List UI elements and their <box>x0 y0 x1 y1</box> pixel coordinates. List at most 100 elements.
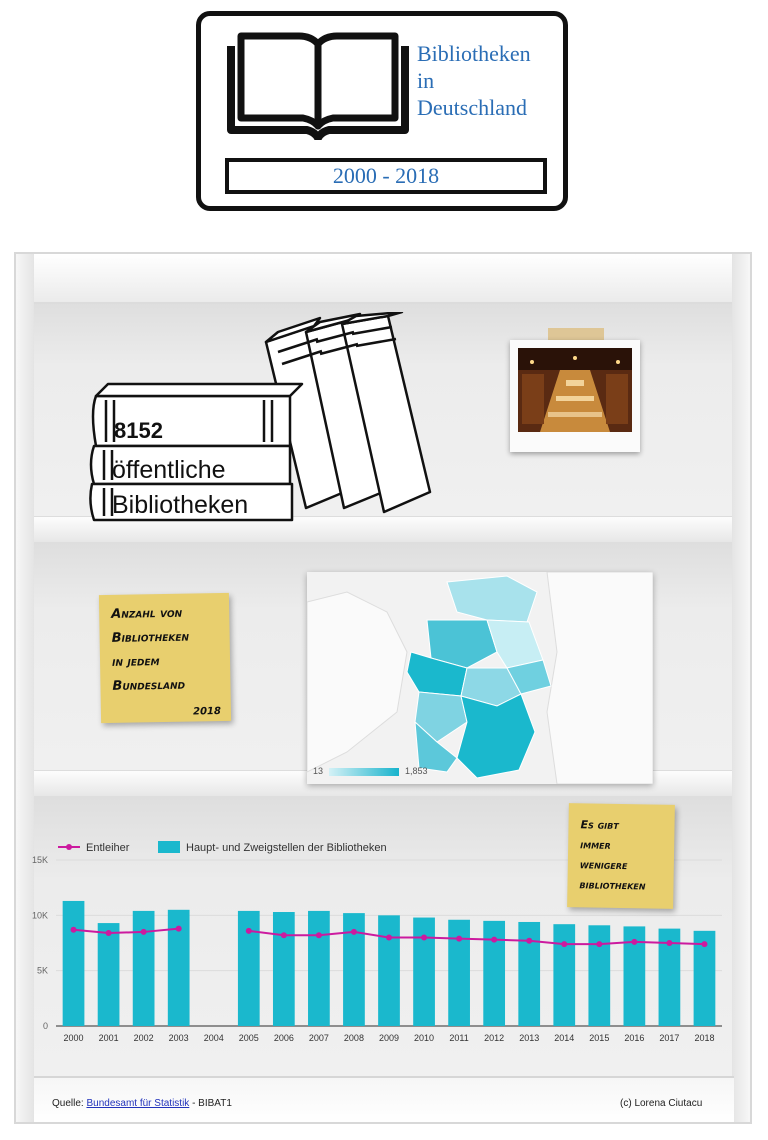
y-tick-label: 10K <box>32 910 48 920</box>
copyright: (c) Lorena Ciutacu <box>620 1098 703 1109</box>
x-tick-label: 2011 <box>449 1033 468 1043</box>
x-tick-label: 2004 <box>204 1033 224 1043</box>
point-2006 <box>280 932 287 939</box>
y-tick-label: 5K <box>37 966 48 976</box>
sticky-note-1-line-4: Bundesland <box>112 677 186 694</box>
germany-map: 13 1,853 <box>307 572 653 784</box>
point-2012 <box>491 936 498 943</box>
chart-x-ticks: 2000 2001 2002 2003 2004 2005 2006 2007 2008 2009… <box>64 1033 715 1043</box>
sticky-note-1-line-1: Anzahl von <box>111 605 183 622</box>
bar-2012 <box>483 920 506 1026</box>
sticky-note-1-year: 2018 <box>193 706 222 718</box>
y-tick-label: 15K <box>32 855 48 865</box>
shelf-side-left <box>16 254 34 1122</box>
bar-2005 <box>237 910 260 1026</box>
x-tick-label: 2008 <box>344 1033 364 1043</box>
point-2015 <box>596 941 603 948</box>
sticky-note-1-line-2: Bibliotheken <box>111 629 190 646</box>
library-interior-image <box>518 348 632 432</box>
point-2014 <box>561 941 568 948</box>
point-2011 <box>456 935 463 942</box>
source-suffix: - BIBAT1 <box>189 1098 232 1109</box>
x-tick-label: 2001 <box>99 1033 119 1043</box>
x-tick-label: 2006 <box>274 1033 294 1043</box>
source-note: Quelle: Bundesamt für Statistik - BIBAT1 <box>52 1098 232 1109</box>
source-prefix: Quelle: <box>52 1098 87 1109</box>
library-count: 8152 <box>114 418 163 443</box>
bar-2009 <box>378 915 400 1026</box>
bar-2018 <box>693 930 716 1026</box>
sticky-note-fewer-libraries: Es gibt immer wenigere bibliotheken <box>567 803 675 909</box>
map-legend: 13 1,853 <box>313 766 428 776</box>
bar-2015 <box>588 925 611 1026</box>
x-tick-label: 2017 <box>659 1033 679 1043</box>
books-label-line-3: Bibliotheken <box>112 491 249 519</box>
map-drawing <box>307 572 653 784</box>
books-illustration <box>89 312 432 522</box>
point-2005 <box>245 927 252 934</box>
x-tick-label: 2007 <box>309 1033 329 1043</box>
point-2010 <box>421 934 428 941</box>
sticky-note-2-line-2: immer <box>580 838 611 852</box>
chart-y-ticks: 0 5K 10K 15K <box>32 855 48 1031</box>
library-photo <box>510 340 640 452</box>
bar-2007 <box>308 910 330 1026</box>
y-tick-label: 0 <box>43 1021 48 1031</box>
point-2007 <box>315 932 322 939</box>
header-title-line-3: Deutschland <box>417 95 527 120</box>
chart-legend: Entleiher Haupt- und Zweigstellen der Bib… <box>58 841 387 854</box>
chart-line-series <box>70 925 708 948</box>
sticky-note-2-line-3: wenigere <box>579 858 628 873</box>
source-link[interactable]: Bundesamt für Statistik <box>86 1098 190 1109</box>
point-2002 <box>140 928 147 935</box>
entleiher-line <box>73 927 179 935</box>
bar-2013 <box>518 921 541 1026</box>
point-2009 <box>386 934 392 941</box>
point-2016 <box>631 938 638 945</box>
point-2008 <box>350 928 357 935</box>
sticky-note-2-line-1: Es gibt <box>580 818 619 832</box>
x-tick-label: 2010 <box>414 1033 434 1043</box>
bar-2000 <box>62 900 85 1026</box>
bar-2014 <box>553 924 576 1026</box>
header-title-line-1: Bibliotheken <box>417 41 531 66</box>
legend-label-entleiher: Entleiher <box>86 842 130 854</box>
x-tick-label: 2018 <box>694 1033 714 1043</box>
sticky-note-libraries-per-state: Anzahl von Bibliotheken in jedem Bundesl… <box>98 592 232 724</box>
point-2000 <box>70 926 77 933</box>
legend-line-marker <box>66 844 72 850</box>
shelf-bottom <box>34 1076 734 1122</box>
legend-bar-swatch <box>158 841 180 853</box>
map-legend-min: 13 <box>313 766 324 776</box>
bar-2011 <box>448 919 470 1026</box>
open-book-icon <box>227 32 409 140</box>
x-tick-label: 2009 <box>379 1033 399 1043</box>
map-legend-gradient <box>329 767 400 776</box>
x-tick-label: 2016 <box>624 1033 644 1043</box>
header-title: Bibliotheken in Deutschland <box>417 40 531 121</box>
bar-2003 <box>167 909 190 1026</box>
bar-2008 <box>343 913 365 1026</box>
bar-2010 <box>413 917 435 1026</box>
x-tick-label: 2015 <box>589 1033 609 1043</box>
legend-label-bibliotheken: Haupt- und Zweigstellen der Bibliotheken <box>186 842 387 854</box>
bar-2001 <box>97 923 120 1026</box>
x-tick-label: 2005 <box>239 1033 259 1043</box>
x-tick-label: 2013 <box>519 1033 539 1043</box>
bar-2017 <box>658 928 681 1026</box>
point-2001 <box>105 930 112 937</box>
x-tick-label: 2012 <box>484 1033 504 1043</box>
books-label-line-2: öffentliche <box>112 456 226 484</box>
sticky-note-1-line-3: in jedem <box>111 654 160 670</box>
shelf-side-right <box>732 254 750 1122</box>
chart-bars <box>62 900 716 1026</box>
x-tick-label: 2003 <box>169 1033 189 1043</box>
shelf-top <box>16 254 750 304</box>
bar-2006 <box>272 912 295 1026</box>
header-card: Bibliotheken in Deutschland 2000 - 2018 <box>196 11 568 211</box>
point-2018 <box>701 941 708 948</box>
point-2003 <box>175 925 182 932</box>
map-legend-max: 1,853 <box>405 766 428 776</box>
bar-2002 <box>132 910 155 1026</box>
chart: Entleiher Haupt- und Zweigstellen der Bib… <box>32 841 722 1043</box>
